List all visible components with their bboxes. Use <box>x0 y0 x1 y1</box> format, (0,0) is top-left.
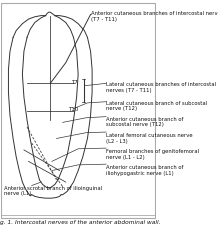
Text: T10: T10 <box>68 107 78 112</box>
Text: Lateral femoral cutaneous nerve
(L2 - L3): Lateral femoral cutaneous nerve (L2 - L3… <box>106 133 193 143</box>
Text: Lateral cutaneous branch of subcostal
nerve (T12): Lateral cutaneous branch of subcostal ne… <box>106 100 207 111</box>
Text: Fig. 1. Intercostal nerves of the anterior abdominal wall.: Fig. 1. Intercostal nerves of the anteri… <box>0 219 161 225</box>
Text: Anterior cutaneous branches of intercostal nerves
(T7 - T11): Anterior cutaneous branches of intercost… <box>90 11 218 22</box>
Text: Lateral cutaneous branches of intercostal
nerves (T7 - T11): Lateral cutaneous branches of intercosta… <box>106 82 216 93</box>
Text: T7: T7 <box>71 80 78 85</box>
Text: Anterior cutaneous branch of
subcostal nerve (T12): Anterior cutaneous branch of subcostal n… <box>106 117 183 128</box>
Text: Femoral branches of genitofemoral
nerve (L1 - L2): Femoral branches of genitofemoral nerve … <box>106 149 199 160</box>
Text: Anterior cutaneous branch of
iliohypogastric nerve (L1): Anterior cutaneous branch of iliohypogas… <box>106 165 183 176</box>
Text: Anterior scrotal branch of ilioinguinal
nerve (L1): Anterior scrotal branch of ilioinguinal … <box>4 185 102 196</box>
